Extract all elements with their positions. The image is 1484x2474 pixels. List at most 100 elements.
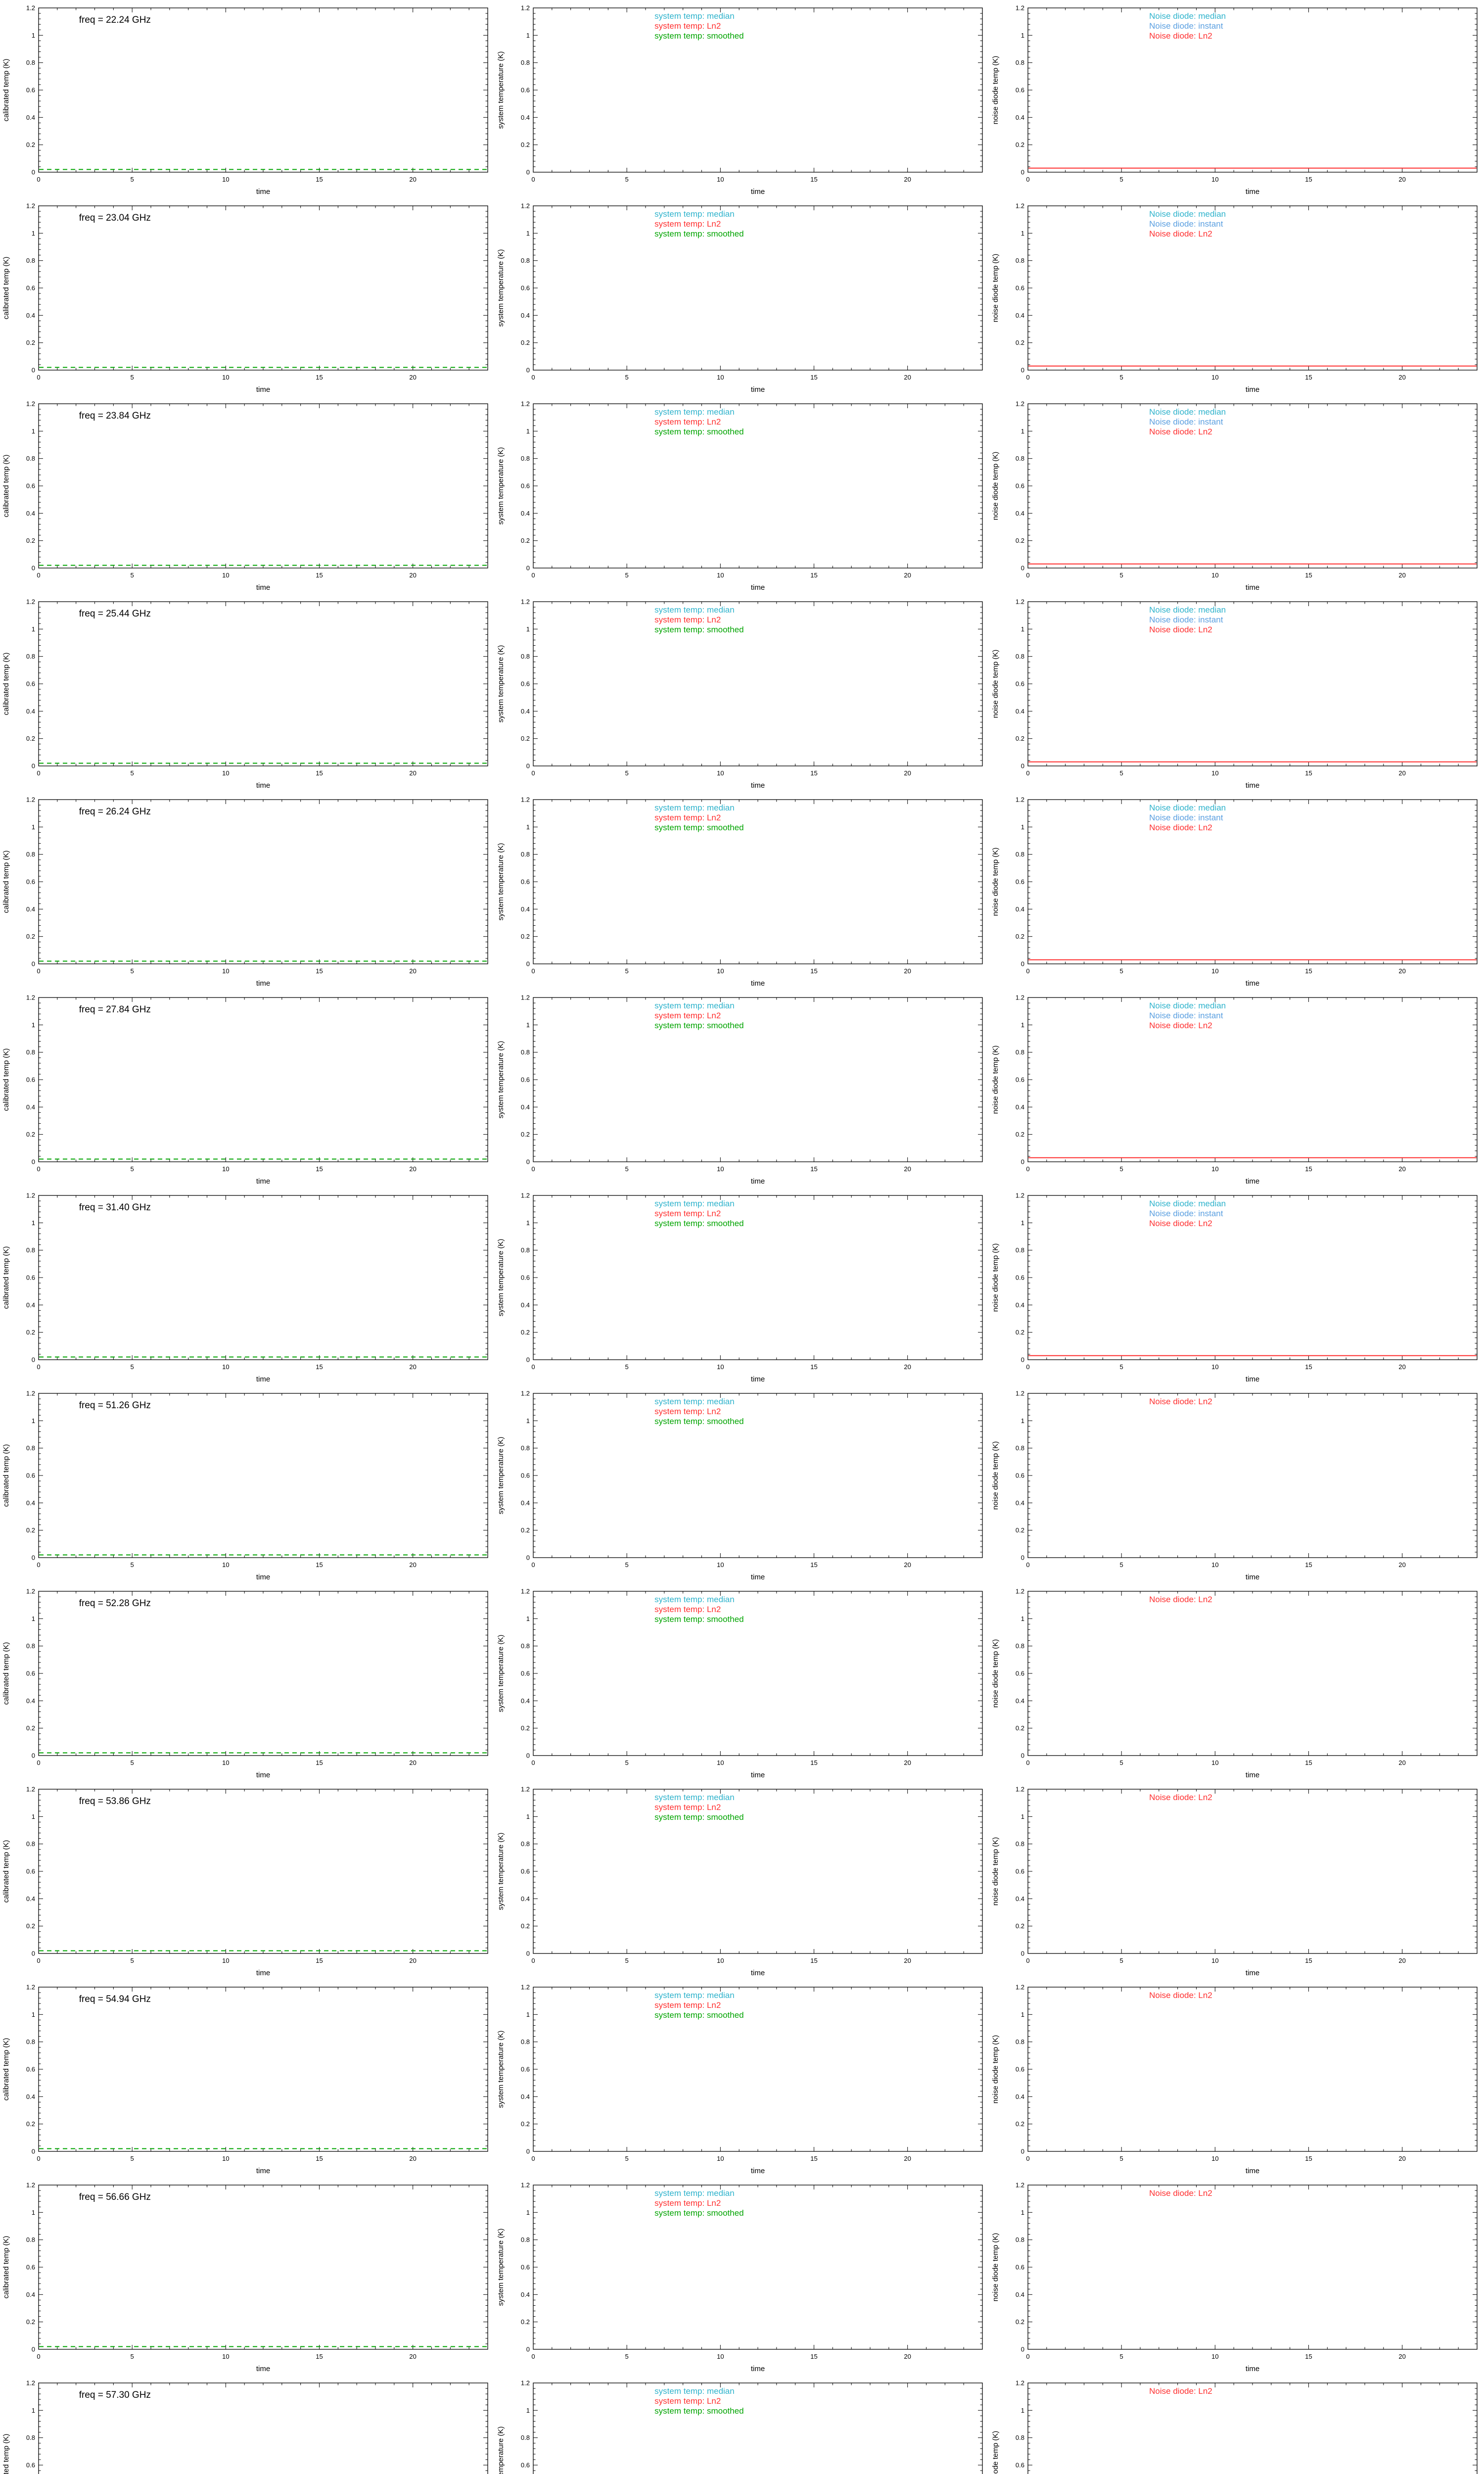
x-tick-label: 10 — [717, 176, 724, 183]
y-tick-label: 1.2 — [26, 796, 35, 804]
x-tick-label: 10 — [1211, 1957, 1218, 1964]
plot-left-row9: 0 5 10 15 20 0 0.2 0.4 0.6 0.8 1 1.2 time calibrated … — [0, 1583, 495, 1781]
x-tick-label: 10 — [222, 1957, 229, 1964]
plot-frame — [38, 799, 488, 964]
y-tick-label: 1.2 — [521, 1786, 530, 1793]
x-tick-label: 5 — [625, 2155, 629, 2162]
y-axis-label: system temperature (K) — [497, 2031, 505, 2108]
x-tick-label: 10 — [1211, 967, 1218, 975]
y-tick-label: 1.2 — [1016, 1786, 1024, 1793]
x-tick-label: 10 — [222, 374, 229, 381]
legend-entry: system temp: Ln2 — [654, 2198, 721, 2208]
y-tick-label: 0.4 — [26, 708, 35, 715]
x-tick-label: 10 — [222, 1363, 229, 1371]
x-tick-label: 10 — [717, 967, 724, 975]
legend-entry: system temp: Ln2 — [654, 219, 721, 229]
y-tick-label: 0 — [1021, 1752, 1024, 1760]
plot-frame — [1027, 403, 1478, 569]
y-tick-label: 0.4 — [521, 1301, 530, 1309]
y-tick-label: 0.2 — [1016, 1724, 1024, 1732]
y-tick-label: 0.8 — [521, 257, 530, 264]
x-tick-label: 15 — [316, 1561, 323, 1569]
y-tick-label: 0.2 — [26, 141, 35, 148]
y-axis-label: system temperature (K) — [497, 1041, 505, 1119]
freq-label: freq = 54.94 GHz — [79, 1994, 151, 2004]
plot-left-row6: 0 5 10 15 20 0 0.2 0.4 0.6 0.8 1 1.2 time calibrated … — [0, 990, 495, 1188]
x-tick-label: 5 — [131, 1561, 134, 1569]
x-tick-label: 0 — [1026, 1561, 1029, 1569]
x-tick-label: 10 — [1211, 2353, 1218, 2360]
legend-entry: system temp: median — [654, 1397, 735, 1406]
x-tick-label: 5 — [1120, 176, 1123, 183]
y-tick-label: 0.4 — [521, 2093, 530, 2100]
plot-frame — [38, 1195, 488, 1360]
x-tick-label: 5 — [625, 967, 629, 975]
y-tick-label: 0.6 — [26, 2264, 35, 2271]
y-tick-label: 0.6 — [1016, 878, 1024, 886]
legend-entry: Noise diode: Ln2 — [1149, 1397, 1212, 1406]
y-tick-label: 0.4 — [521, 1499, 530, 1507]
x-axis-label: time — [1246, 2365, 1259, 2373]
x-tick-label: 0 — [1026, 1957, 1029, 1964]
y-tick-label: 1.2 — [1016, 1390, 1024, 1397]
x-axis-label: time — [256, 1969, 270, 1977]
y-tick-label: 0.6 — [26, 1472, 35, 1479]
x-tick-label: 10 — [717, 1165, 724, 1173]
plot-frame — [533, 799, 983, 964]
x-axis-label: time — [751, 1573, 765, 1581]
x-tick-label: 20 — [904, 176, 911, 183]
plot-frame — [1027, 1591, 1478, 1756]
y-tick-label: 1.2 — [1016, 1984, 1024, 1991]
plot-left-row1: 0 5 10 15 20 0 0.2 0.4 0.6 0.8 1 1.2 time calibrated … — [0, 0, 495, 198]
y-tick-label: 0 — [1021, 1950, 1024, 1957]
y-tick-label: 0 — [526, 2148, 530, 2155]
x-tick-label: 10 — [1211, 1363, 1218, 1371]
y-axis-label: calibrated temp (K) — [2, 2236, 10, 2299]
legend-entry: system temp: Ln2 — [654, 1011, 721, 1020]
y-tick-label: 0.2 — [1016, 1922, 1024, 1930]
plot-mid-row10: 0 5 10 15 20 0 0.2 0.4 0.6 0.8 1 1.2 time system temp… — [495, 1781, 989, 1979]
legend-entry: system temp: Ln2 — [654, 1605, 721, 1614]
y-tick-label: 0.8 — [26, 1642, 35, 1650]
y-tick-label: 0.6 — [521, 2462, 530, 2469]
y-tick-label: 0 — [526, 1158, 530, 1166]
x-tick-label: 15 — [316, 2155, 323, 2162]
y-tick-label: 0 — [526, 1356, 530, 1364]
legend-entry: Noise diode: instant — [1149, 1011, 1223, 1020]
x-axis-label: time — [256, 781, 270, 790]
x-tick-label: 20 — [409, 769, 416, 777]
y-tick-label: 0 — [32, 367, 35, 374]
x-axis-label: time — [751, 979, 765, 988]
y-tick-label: 0.2 — [26, 1131, 35, 1138]
legend-entry: system temp: median — [654, 2386, 735, 2396]
y-axis-label: calibrated temp (K) — [2, 1840, 10, 1903]
legend-entry: Noise diode: instant — [1149, 1209, 1223, 1218]
x-tick-label: 0 — [37, 1165, 40, 1173]
x-tick-label: 15 — [1305, 1363, 1312, 1371]
y-tick-label: 1.2 — [26, 1588, 35, 1595]
x-tick-label: 0 — [37, 1561, 40, 1569]
plot-frame — [533, 1591, 983, 1756]
y-axis-label: system temperature (K) — [497, 1833, 505, 1910]
y-tick-label: 0.2 — [521, 2120, 530, 2128]
y-tick-label: 0.4 — [26, 905, 35, 913]
x-tick-label: 5 — [625, 769, 629, 777]
y-tick-label: 1 — [1021, 1219, 1024, 1227]
legend-entry: system temp: smoothed — [654, 2406, 743, 2416]
y-tick-label: 1 — [1021, 2209, 1024, 2216]
plot-frame — [38, 403, 488, 569]
x-tick-label: 20 — [409, 1957, 416, 1964]
x-tick-label: 0 — [37, 374, 40, 381]
y-tick-label: 0.6 — [521, 2066, 530, 2073]
x-axis-label: time — [751, 583, 765, 592]
x-tick-label: 5 — [131, 1957, 134, 1964]
x-tick-label: 15 — [1305, 1957, 1312, 1964]
x-tick-label: 0 — [1026, 1759, 1029, 1766]
x-tick-label: 0 — [531, 571, 535, 579]
y-tick-label: 0.2 — [521, 339, 530, 346]
legend-entry: system temp: smoothed — [654, 1219, 743, 1228]
y-tick-label: 0 — [1021, 762, 1024, 770]
x-tick-label: 5 — [1120, 967, 1123, 975]
x-tick-label: 0 — [531, 374, 535, 381]
plot-frame — [38, 601, 488, 766]
